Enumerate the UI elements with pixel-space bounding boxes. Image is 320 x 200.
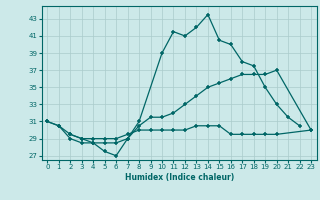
X-axis label: Humidex (Indice chaleur): Humidex (Indice chaleur): [124, 173, 234, 182]
